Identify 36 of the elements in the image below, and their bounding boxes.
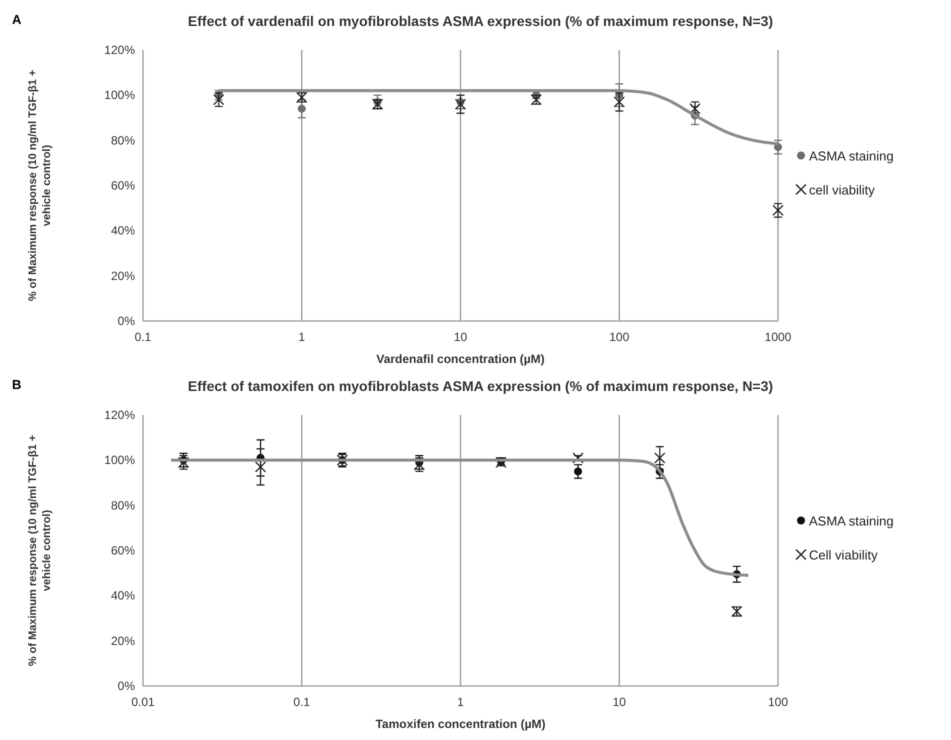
chart-title: Effect of tamoxifen on myofibroblasts ASMA expression (% of maximum response, N=3) <box>188 378 774 394</box>
y-tick-label: 100% <box>104 453 136 468</box>
legend-label: Cell viability <box>809 548 878 562</box>
y-tick-label: 120% <box>104 408 136 422</box>
y-tick-label: 80% <box>110 498 136 512</box>
y-tick-label: 100% <box>104 88 136 102</box>
text: B <box>12 377 22 392</box>
y-tick-label: 80% <box>110 133 136 148</box>
x-axis-title: Tamoxifen concentration (µM) <box>375 717 546 731</box>
y-tick-label: 120% <box>104 43 136 57</box>
x-tick-label: 1 <box>457 695 464 709</box>
x-tick-label: 1 <box>298 330 306 344</box>
x-tick-label: 1000 <box>764 330 792 344</box>
y-tick-label: 60% <box>110 544 136 558</box>
x-tick-label: 10 <box>454 330 468 344</box>
y-tick-label: 20% <box>110 634 136 648</box>
x-axis-title: Vardenafil concentration (µM) <box>376 352 545 366</box>
x-tick-label: 0.01 <box>131 695 155 709</box>
text: A <box>12 12 22 27</box>
legend-label: ASMA staining <box>809 514 894 528</box>
x-tick-label: 100 <box>768 695 788 709</box>
legend-label: cell viability <box>809 182 876 198</box>
x-tick-label: 10 <box>612 695 626 709</box>
y-axis-title: % of Maximum response (10 ng/ml TGF-β1 + vehicle control) <box>27 434 53 666</box>
y-tick-label: 60% <box>110 178 136 192</box>
legend-label: ASMA staining <box>809 148 894 164</box>
x-tick-label: 0.1 <box>293 695 310 709</box>
chart-title: Effect of vardenafil on myofibroblasts ASMA expression (% of maximum response, N=3) <box>188 13 774 29</box>
y-tick-label: 20% <box>110 268 136 283</box>
y-axis-title: % of Maximum response (10 ng/ml TGF-β1 + vehicle control) <box>27 70 53 302</box>
y-tick-label: 0% <box>118 679 136 693</box>
x-tick-label: 100 <box>609 330 630 344</box>
x-tick-label: 0.1 <box>134 330 152 344</box>
y-tick-label: 0% <box>118 314 136 328</box>
y-tick-label: 40% <box>110 224 136 238</box>
y-tick-label: 40% <box>110 588 136 603</box>
